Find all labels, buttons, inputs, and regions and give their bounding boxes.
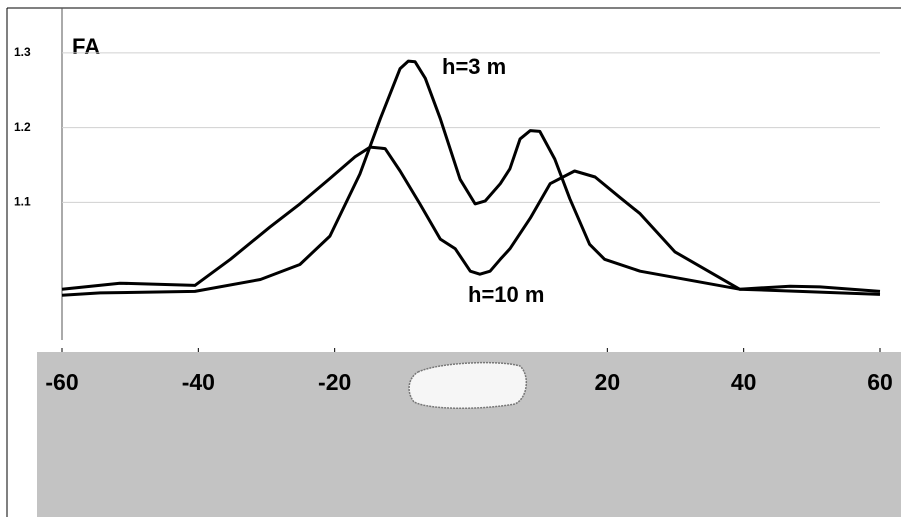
x-tick-label: -60 xyxy=(45,369,78,395)
y-tick-label: 1.3 xyxy=(14,45,31,59)
x-tick-label: 20 xyxy=(595,369,621,395)
x-tick-label: 60 xyxy=(867,369,893,395)
series-label: h=10 m xyxy=(468,282,544,307)
x-tick-label: -20 xyxy=(318,369,351,395)
series-label: h=3 m xyxy=(442,54,506,79)
line xyxy=(61,145,881,293)
y-tick-label: 1.1 xyxy=(14,195,31,209)
y-tick-label: 1.2 xyxy=(14,120,31,134)
line xyxy=(61,59,881,297)
y-axis-label: FA xyxy=(72,34,100,59)
buried-object xyxy=(408,361,527,410)
x-tick-label: 40 xyxy=(731,369,757,395)
x-tick-label: -40 xyxy=(182,369,215,395)
